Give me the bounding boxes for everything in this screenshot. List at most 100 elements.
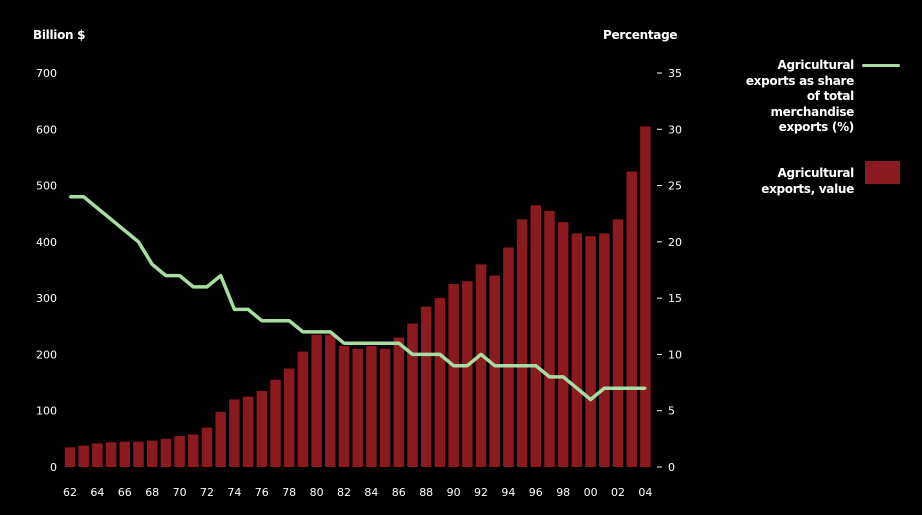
right-axis-title: Percentage <box>603 28 678 42</box>
bar-1999 <box>571 233 583 467</box>
share-point-1975 <box>246 308 250 311</box>
bar-1986 <box>393 337 405 467</box>
share-point-1992 <box>479 353 483 356</box>
share-point-1978 <box>288 319 291 322</box>
share-point-2003 <box>630 387 633 390</box>
bar-1984 <box>366 345 377 467</box>
share-point-1990 <box>452 364 455 367</box>
share-point-1985 <box>383 341 387 345</box>
x-tick-label: 78 <box>282 486 296 499</box>
bar-1988 <box>420 306 432 467</box>
bar-series <box>64 126 651 467</box>
bar-1987 <box>407 323 418 467</box>
x-axis-ticks: 62 64 66 68 70 72 74 76 78 80 82 84 86 88 90 92 94 96 98 00… <box>63 486 652 499</box>
bar-2000 <box>585 236 596 467</box>
bar-1966 <box>119 441 131 467</box>
bar-2003 <box>626 171 637 467</box>
legend-bar-swatch <box>865 161 900 184</box>
left-tick-label: 300 <box>36 292 57 305</box>
left-tick-label: 500 <box>36 180 57 193</box>
bar-1998 <box>557 222 569 467</box>
bar-1964 <box>92 443 103 467</box>
share-point-1976 <box>260 319 263 322</box>
left-tick-label: 400 <box>36 236 57 249</box>
x-tick-label: 88 <box>419 486 433 499</box>
share-point-2004 <box>644 387 647 390</box>
right-axis-ticks: 0 5 10 15 20 25 30 35 <box>657 67 682 474</box>
share-point-2000 <box>589 398 592 401</box>
bar-1994 <box>503 247 514 467</box>
bar-1977 <box>270 379 281 467</box>
bar-1971 <box>188 434 199 467</box>
x-tick-label: 76 <box>255 486 269 499</box>
bar-1963 <box>78 445 89 467</box>
bar-1982 <box>338 345 350 467</box>
share-point-1995 <box>520 364 524 367</box>
share-point-1998 <box>562 375 565 379</box>
bar-1978 <box>283 368 295 467</box>
x-tick-label: 66 <box>118 486 132 499</box>
right-tick-label: 15 <box>668 292 682 305</box>
x-tick-label: 90 <box>447 486 461 499</box>
share-point-1969 <box>164 274 168 277</box>
share-point-1965 <box>109 218 113 221</box>
bar-1975 <box>242 396 254 467</box>
share-point-1963 <box>82 195 85 199</box>
left-tick-label: 200 <box>36 348 57 361</box>
x-tick-label: 98 <box>556 486 570 499</box>
x-tick-label: 64 <box>90 486 104 499</box>
legend-line-swatch <box>862 64 900 67</box>
share-point-2002 <box>616 387 620 390</box>
right-tick-label: 30 <box>668 123 682 136</box>
share-point-1997 <box>548 375 551 379</box>
share-point-1973 <box>219 274 222 277</box>
share-point-1984 <box>370 341 373 345</box>
share-point-1999 <box>575 387 579 390</box>
bar-1980 <box>311 334 322 467</box>
bar-1972 <box>201 427 213 467</box>
x-tick-label: 04 <box>638 486 652 499</box>
legend-bar-label: Agricultural exports, value <box>761 166 854 196</box>
bar-2002 <box>612 219 624 467</box>
bar-1970 <box>174 436 185 467</box>
x-tick-label: 70 <box>173 486 187 499</box>
share-point-1991 <box>466 364 469 367</box>
share-point-1981 <box>329 330 332 334</box>
share-point-1980 <box>315 330 318 334</box>
share-point-1983 <box>356 341 359 345</box>
bar-1983 <box>352 348 363 467</box>
share-point-1970 <box>178 274 181 277</box>
bar-1979 <box>297 351 309 467</box>
bar-1993 <box>489 275 500 467</box>
bar-2001 <box>599 233 610 467</box>
bar-1967 <box>133 441 144 467</box>
x-tick-label: 94 <box>501 486 515 499</box>
x-tick-label: 68 <box>145 486 159 499</box>
bar-1996 <box>530 205 542 467</box>
share-point-1966 <box>123 229 127 232</box>
x-tick-label: 02 <box>611 486 625 499</box>
x-tick-label: 74 <box>227 486 241 499</box>
x-tick-label: 86 <box>392 486 406 499</box>
share-point-1967 <box>137 240 140 244</box>
share-point-1979 <box>301 330 305 334</box>
x-tick-label: 82 <box>337 486 351 499</box>
line-series <box>68 195 647 402</box>
share-point-1996 <box>534 364 537 367</box>
bar-1976 <box>256 391 268 467</box>
share-point-1977 <box>274 319 277 322</box>
bar-1981 <box>325 334 336 467</box>
bar-1995 <box>516 219 528 467</box>
right-tick-label: 35 <box>668 67 682 80</box>
legend-line-label: Agricultural exports as share of total m… <box>745 58 854 134</box>
share-point-1993 <box>493 364 496 367</box>
bar-2004 <box>640 126 651 467</box>
left-tick-label: 700 <box>36 67 57 80</box>
share-point-1971 <box>192 285 195 289</box>
bar-1974 <box>229 399 240 467</box>
bar-1997 <box>544 210 555 467</box>
bar-1992 <box>475 264 487 467</box>
x-tick-label: 00 <box>584 486 598 499</box>
x-tick-label: 84 <box>364 486 378 499</box>
